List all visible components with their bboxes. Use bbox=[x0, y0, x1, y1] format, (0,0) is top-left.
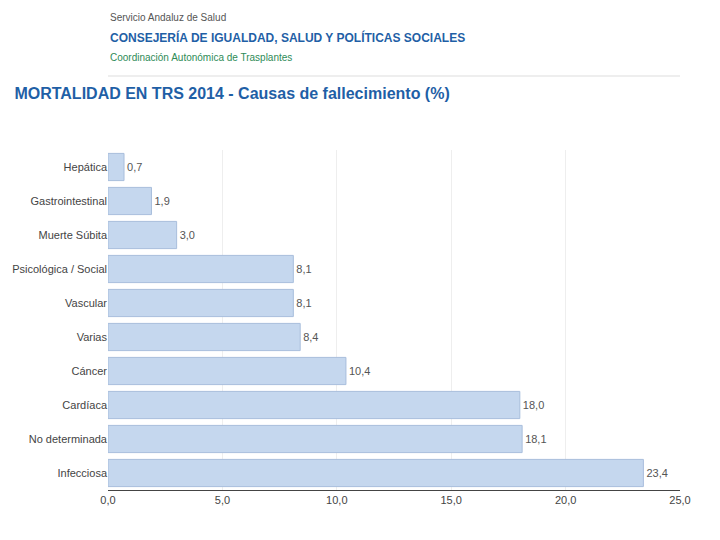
svg-text:0,7: 0,7 bbox=[127, 161, 142, 173]
svg-text:23,4: 23,4 bbox=[646, 467, 667, 479]
svg-text:5,0: 5,0 bbox=[215, 494, 230, 506]
svg-text:MORTALIDAD EN TRS 2014 - Causa: MORTALIDAD EN TRS 2014 - Causas de falle… bbox=[14, 85, 449, 102]
svg-text:Servicio Andaluz de Salud: Servicio Andaluz de Salud bbox=[110, 12, 226, 23]
svg-text:Varias: Varias bbox=[77, 331, 108, 343]
svg-text:8,4: 8,4 bbox=[303, 331, 318, 343]
svg-text:Gastrointestinal: Gastrointestinal bbox=[31, 195, 107, 207]
svg-text:Vascular: Vascular bbox=[65, 297, 107, 309]
svg-text:20,0: 20,0 bbox=[555, 494, 576, 506]
svg-text:1,9: 1,9 bbox=[154, 195, 169, 207]
svg-text:10,4: 10,4 bbox=[349, 365, 370, 377]
svg-text:Infecciosa: Infecciosa bbox=[57, 467, 107, 479]
svg-text:3,0: 3,0 bbox=[180, 229, 195, 241]
svg-text:Hepática: Hepática bbox=[64, 161, 108, 173]
svg-text:Muerte Súbita: Muerte Súbita bbox=[39, 229, 108, 241]
svg-text:18,1: 18,1 bbox=[525, 433, 546, 445]
svg-text:10,0: 10,0 bbox=[326, 494, 347, 506]
svg-text:No determinada: No determinada bbox=[29, 433, 108, 445]
svg-text:15,0: 15,0 bbox=[440, 494, 461, 506]
svg-text:25,0: 25,0 bbox=[669, 494, 690, 506]
svg-text:Cáncer: Cáncer bbox=[72, 365, 108, 377]
svg-text:Cardíaca: Cardíaca bbox=[62, 399, 108, 411]
svg-text:8,1: 8,1 bbox=[296, 297, 311, 309]
svg-text:CONSEJERÍA DE IGUALDAD, SALUD: CONSEJERÍA DE IGUALDAD, SALUD Y POLÍTICA… bbox=[110, 30, 465, 45]
svg-text:18,0: 18,0 bbox=[523, 399, 544, 411]
svg-text:0,0: 0,0 bbox=[100, 494, 115, 506]
svg-text:8,1: 8,1 bbox=[296, 263, 311, 275]
svg-text:Psicológica / Social: Psicológica / Social bbox=[12, 263, 107, 275]
svg-text:Coordinación Autonómica de Tra: Coordinación Autonómica de Trasplantes bbox=[110, 52, 292, 63]
